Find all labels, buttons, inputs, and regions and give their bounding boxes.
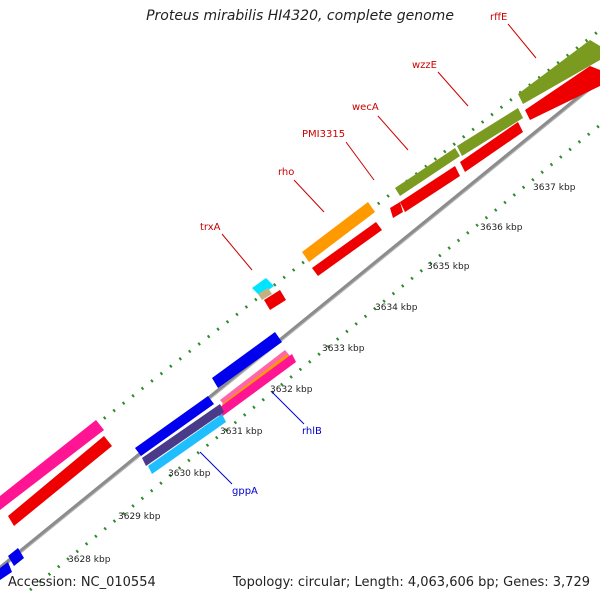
gene-label: rffE — [490, 12, 507, 23]
gene-block — [142, 404, 224, 466]
tick-marks — [0, 28, 600, 592]
gene-block — [8, 436, 112, 526]
accession-label: Accession: NC_010554 — [8, 575, 156, 590]
gene-leader-line — [437, 71, 469, 107]
gene-block — [395, 148, 460, 196]
gene-label: wzzE — [412, 60, 437, 71]
gene-block — [216, 354, 296, 418]
tick-label: 3630 kbp — [168, 469, 211, 479]
gene-block — [264, 290, 286, 310]
tick-row-inner — [29, 123, 600, 592]
gene-block — [220, 350, 290, 406]
summary-label: Topology: circular; Length: 4,063,606 bp… — [232, 575, 590, 590]
tick-label: 3628 kbp — [68, 555, 111, 565]
map-title: Proteus mirabilis HI4320, complete genom… — [146, 8, 454, 24]
gene-leader-line — [271, 391, 305, 425]
gene-features — [0, 40, 600, 580]
gene-block — [525, 66, 600, 120]
gene-label: gppA — [232, 486, 258, 497]
gene-leader-line — [199, 451, 233, 485]
gene-label: rhlB — [302, 426, 322, 437]
tick-label: 3633 kbp — [322, 344, 365, 354]
gene-block — [252, 278, 274, 296]
gene-block — [390, 202, 403, 218]
tick-labels: 3628 kbp 3629 kbp 3630 kbp 3631 kbp 3632 kbp… — [68, 183, 576, 565]
gene-block — [135, 396, 214, 456]
tick-label: 3631 kbp — [220, 427, 263, 437]
tick-label: 3637 kbp — [533, 183, 576, 193]
tick-label: 3629 kbp — [118, 512, 161, 522]
gene-label: wecA — [352, 102, 379, 113]
gene-block — [457, 108, 523, 156]
tick-label: 3632 kbp — [270, 385, 313, 395]
gene-block — [258, 288, 272, 300]
gene-leader-line — [377, 115, 409, 151]
gene-leader-line — [221, 233, 253, 271]
gene-block — [302, 202, 375, 262]
gene-block — [400, 166, 460, 212]
gene-block — [8, 548, 24, 566]
gene-leader-line — [507, 23, 537, 59]
gene-label: rho — [278, 167, 294, 178]
gene-label: trxA — [200, 222, 221, 233]
gene-block — [460, 122, 523, 172]
gene-label: PMI3315 — [302, 129, 345, 140]
gene-block — [0, 562, 12, 580]
gene-block — [212, 332, 282, 388]
gene-block — [0, 420, 104, 510]
genome-backbone — [0, 78, 600, 570]
gene-block — [518, 40, 600, 104]
gene-block — [312, 222, 382, 276]
gene-leader-line — [293, 179, 325, 213]
tick-label: 3636 kbp — [480, 223, 523, 233]
genome-backbone-shadow — [0, 81, 600, 571]
tick-label: 3634 kbp — [375, 303, 418, 313]
gene-block — [148, 414, 226, 474]
gene-leader-line — [345, 141, 375, 181]
gene-labels: trxA rho PMI3315 wecA wzzE rffE rhlB gppA — [199, 12, 537, 497]
tick-label: 3635 kbp — [427, 262, 470, 272]
